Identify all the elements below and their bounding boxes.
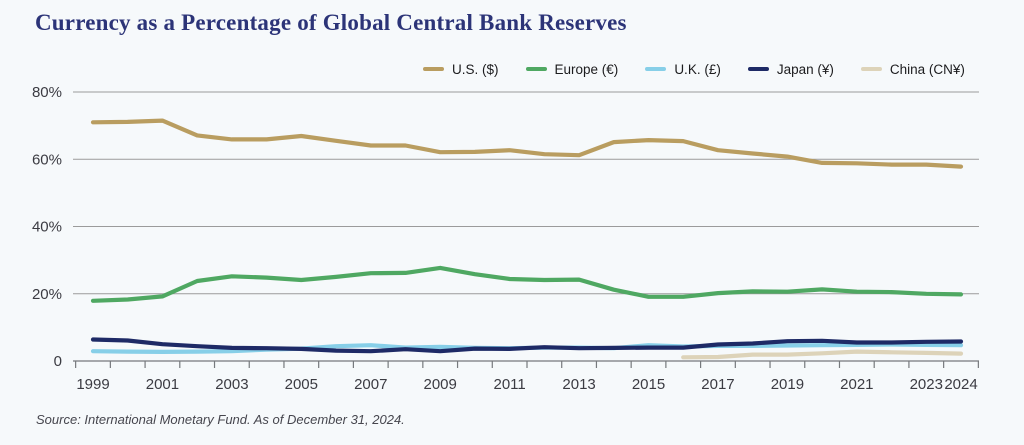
x-tick-label-2021: 2021 xyxy=(840,376,873,393)
x-tick-label-2015: 2015 xyxy=(632,376,665,393)
y-tick-label-40: 40% xyxy=(32,219,62,236)
legend-swatch-u-s xyxy=(423,66,444,72)
legend-item-u-k: U.K. (£) xyxy=(645,62,721,77)
x-tick-label-2003: 2003 xyxy=(215,376,248,393)
legend-swatch-japan xyxy=(747,66,769,72)
y-tick-label-60: 60% xyxy=(32,151,62,168)
legend-swatch-europe xyxy=(525,66,547,72)
x-tick-label-2011: 2011 xyxy=(494,376,526,393)
x-tick-label-2013: 2013 xyxy=(562,376,595,393)
legend-label-china-cn: China (CN¥) xyxy=(889,61,965,77)
legend-label-u-k: U.K. (£) xyxy=(674,61,721,77)
x-tick-label-2024: 2024 xyxy=(944,376,977,393)
x-tick-label-1999: 1999 xyxy=(76,376,109,393)
series-line-europe xyxy=(90,265,964,303)
legend-swatch-u-k xyxy=(645,66,667,72)
x-tick-label-2001: 2001 xyxy=(146,376,179,393)
y-tick-label-80: 80% xyxy=(32,84,62,101)
series-line-u-s xyxy=(90,118,964,169)
x-tick-label-2009: 2009 xyxy=(424,376,457,393)
legend-item-china-cn: China (CN¥) xyxy=(860,61,965,77)
series-line-china-cn xyxy=(681,349,964,360)
x-tick-label-2005: 2005 xyxy=(285,376,318,393)
x-tick-label-2007: 2007 xyxy=(354,376,387,393)
legend-label-europe: Europe (€) xyxy=(554,61,619,77)
chart-legend: U.S. ($) Europe (€) U.K. (£) Japan (¥) China… xyxy=(423,61,965,77)
legend-item-europe: Europe (€) xyxy=(525,61,619,77)
legend-label-japan: Japan (¥) xyxy=(776,61,834,77)
x-tick-label-2019: 2019 xyxy=(771,376,804,393)
legend-item-japan: Japan (¥) xyxy=(747,61,834,77)
series-line-japan xyxy=(90,337,964,354)
legend-swatch-china-cn xyxy=(860,66,882,72)
x-tick-label-2023: 2023 xyxy=(910,376,943,393)
legend-item-u-s: U.S. ($) xyxy=(423,62,499,77)
chart-title: Currency as a Percentage of Global Centr… xyxy=(35,10,627,35)
legend-label-u-s: U.S. ($) xyxy=(452,61,499,77)
y-tick-label-0: 0 xyxy=(54,353,62,370)
y-tick-label-20: 20% xyxy=(32,286,62,303)
x-tick-label-2017: 2017 xyxy=(701,376,734,393)
source-note: Source: International Monetary Fund. As … xyxy=(36,412,405,427)
